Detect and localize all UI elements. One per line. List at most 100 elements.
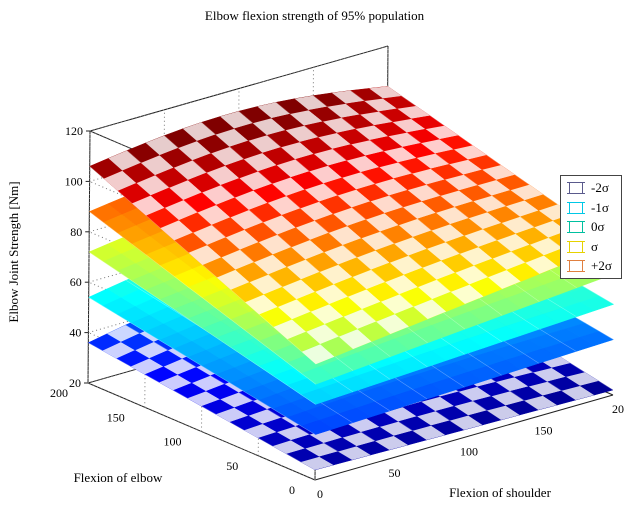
surfaces: [87, 86, 615, 471]
surface-mesh-gap: [376, 314, 410, 334]
surface-mesh-gap: [425, 125, 459, 140]
surface-mesh-gap: [319, 264, 353, 285]
surface-mesh-gap: [187, 391, 221, 407]
surface-mesh-gap: [388, 132, 422, 148]
surface-mesh-gap: [301, 344, 335, 365]
surface-mesh-gap: [253, 118, 286, 136]
surface-mesh-gap: [343, 309, 377, 330]
surface-mesh-gap: [533, 367, 567, 382]
surface-mesh-gap: [449, 159, 483, 175]
y-tick-label: 100: [164, 435, 182, 449]
surface-mesh-gap: [417, 411, 450, 426]
y-tick-label: 200: [50, 386, 68, 400]
legend-label: σ: [591, 238, 599, 254]
surface-mesh-gap: [272, 440, 306, 454]
surface-mesh-gap: [215, 128, 249, 147]
surface-mesh-gap: [193, 225, 226, 246]
mesh-line: [313, 95, 540, 275]
surface-mesh-gap: [220, 111, 253, 129]
surface-mesh-gap: [339, 329, 372, 349]
surface-mesh-gap: [163, 358, 197, 375]
surface-mesh-gap: [239, 171, 273, 191]
mesh-line: [275, 102, 503, 290]
legend-item: 0σ: [565, 218, 621, 236]
legend-swatch: [567, 201, 585, 214]
surface-mesh-gap: [427, 242, 460, 261]
surface-mesh-gap: [135, 341, 169, 359]
surface-mesh-gap: [392, 118, 426, 133]
surface-mesh-gap: [407, 184, 441, 202]
surface-mesh-gap: [245, 294, 278, 315]
surface-mesh-gap: [355, 125, 389, 141]
box-edge: [87, 130, 91, 384]
surface-mesh-gap: [506, 200, 539, 217]
surface-mesh-gap: [421, 396, 455, 412]
surface-mesh-gap: [324, 245, 358, 265]
surface-mesh-gap: [385, 274, 419, 295]
legend-label: -2σ: [591, 180, 609, 195]
surface-mesh-gap: [249, 274, 283, 295]
surface-mesh-gap: [309, 165, 343, 184]
surface-mesh-gap: [346, 155, 380, 173]
surface-mesh-gap: [217, 269, 250, 290]
surface-mesh-gap: [281, 142, 314, 160]
surface-mesh-gap: [107, 325, 140, 342]
surface-mesh-gap: [488, 270, 521, 289]
surface-mesh-gap: [440, 190, 474, 207]
surface-mesh-gap: [370, 195, 404, 214]
surface-mesh-gap: [211, 146, 244, 166]
surface-mesh-gap: [412, 425, 446, 440]
mesh-line: [164, 135, 391, 335]
surface-mesh-gap: [132, 195, 165, 216]
surface-mesh-gap: [510, 184, 544, 201]
z-tick-label: 60: [70, 275, 82, 289]
z-tick-label: 40: [69, 326, 81, 340]
surface-mesh-gap: [173, 160, 207, 181]
y-tick-label: 150: [107, 410, 125, 424]
surface-mesh-gap: [561, 385, 595, 400]
surface-mesh-gap: [524, 395, 558, 410]
mesh-line: [89, 166, 317, 365]
surface-mesh-gap: [449, 415, 483, 430]
surface-patch: [579, 380, 614, 396]
x-tick-label: 50: [389, 466, 401, 480]
surface-mesh-gap: [403, 201, 437, 219]
surface-mesh-gap: [276, 159, 310, 178]
surface-mesh-gap: [450, 284, 484, 304]
surface-mesh-gap: [530, 237, 563, 256]
legend-item: -1σ: [565, 199, 621, 217]
legend-swatch: [567, 182, 585, 194]
surface-mesh-gap: [294, 95, 328, 111]
legend-label: +2σ: [591, 258, 612, 273]
mesh-line: [125, 324, 353, 461]
surface-mesh-gap: [136, 175, 170, 196]
surface-mesh-gap: [497, 233, 530, 252]
surface-mesh-gap: [290, 110, 323, 126]
surface-mesh-gap: [254, 254, 287, 275]
surface-mesh-gap: [287, 259, 320, 280]
surface-mesh-gap: [337, 189, 371, 208]
surface-mesh-gap: [338, 446, 371, 460]
surface-mesh-gap: [235, 190, 268, 210]
surface-mesh-gap: [291, 240, 325, 260]
surface-mesh-gap: [384, 407, 418, 422]
surface-mesh-gap: [468, 212, 502, 230]
surface-mesh-gap: [566, 372, 599, 386]
surface-mesh-gap: [258, 234, 292, 255]
surface-mesh-gap: [182, 122, 216, 142]
surface-mesh-gap: [257, 102, 291, 119]
mesh-line: [88, 251, 316, 405]
surface-mesh-gap: [360, 111, 393, 126]
mesh-line: [89, 211, 316, 385]
surface-mesh-gap: [473, 195, 507, 213]
surface-patch: [579, 331, 615, 346]
y-tick-label: 0: [289, 483, 295, 497]
surface-mesh-gap: [375, 178, 408, 196]
surface-mesh-gap: [398, 218, 432, 238]
legend-swatch: [567, 260, 585, 272]
surface-mesh-gap: [272, 177, 305, 197]
surface-mesh-gap: [418, 279, 451, 300]
surface-mesh-gap: [464, 229, 498, 248]
surface-mesh-gap: [327, 103, 361, 118]
